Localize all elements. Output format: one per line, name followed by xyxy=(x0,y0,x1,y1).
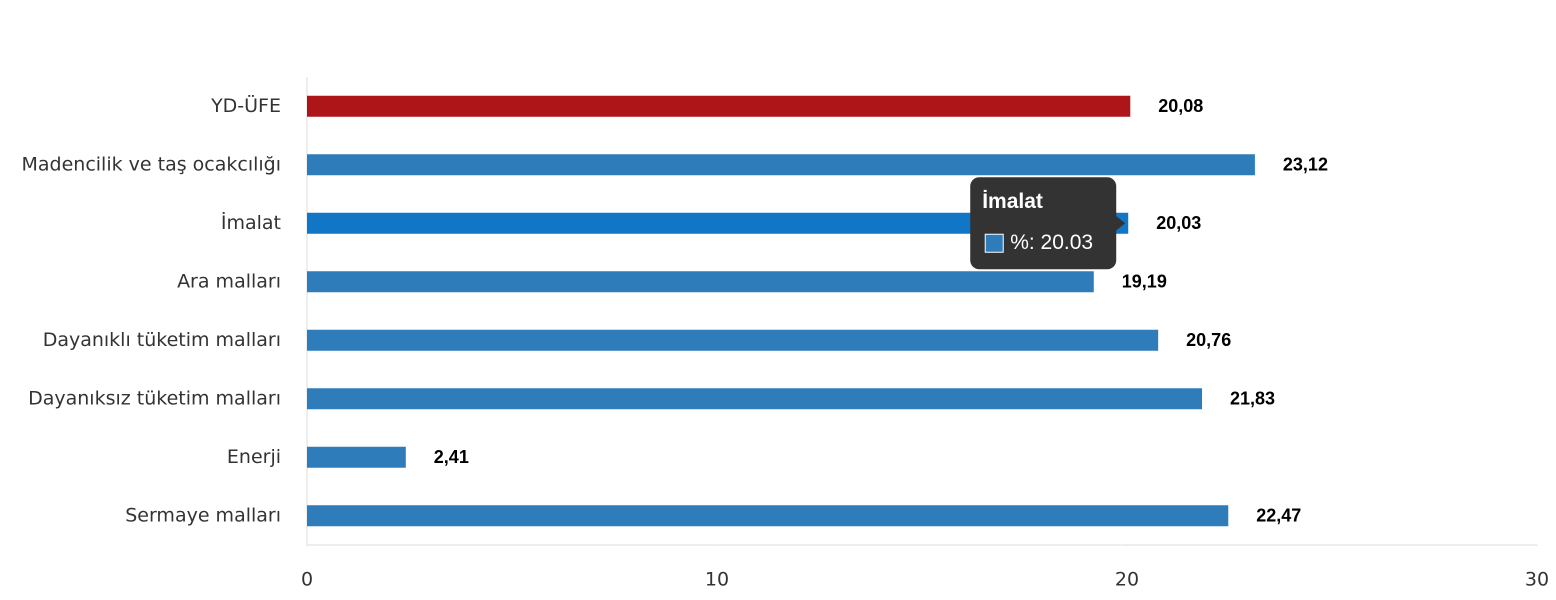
value-label: 20,08 xyxy=(1158,96,1203,116)
x-tick-label: 10 xyxy=(705,569,729,591)
category-label: Ara malları xyxy=(177,270,281,292)
category-label: Enerji xyxy=(227,446,281,468)
tooltip-swatch xyxy=(984,233,1004,253)
value-label: 23,12 xyxy=(1283,155,1328,175)
bar xyxy=(307,329,1159,351)
tooltip-text: %: 20.03 xyxy=(1010,231,1093,254)
x-tick-label: 0 xyxy=(301,569,313,591)
bar xyxy=(307,388,1203,410)
tooltip-box xyxy=(970,177,1117,270)
category-label: Dayanıklı tüketim malları xyxy=(43,329,281,351)
category-label: Dayanıksız tüketim malları xyxy=(28,387,281,409)
value-label: 22,47 xyxy=(1256,506,1301,526)
tooltip-arrow xyxy=(1115,215,1126,232)
bar xyxy=(307,212,1129,234)
x-tick-label: 20 xyxy=(1115,569,1139,591)
value-label: 21,83 xyxy=(1230,389,1275,409)
value-label: 2,41 xyxy=(434,447,469,467)
bar xyxy=(307,446,406,468)
category-label: İmalat xyxy=(221,211,281,234)
bar xyxy=(307,95,1131,117)
bar xyxy=(307,505,1229,527)
tooltip-title: İmalat xyxy=(982,190,1043,213)
value-label: 20,76 xyxy=(1186,330,1231,350)
x-tick-label: 30 xyxy=(1525,569,1549,591)
category-label: Madencilik ve taş ocakcılığı xyxy=(22,153,282,175)
bar xyxy=(307,154,1255,176)
bar xyxy=(307,271,1094,293)
value-label: 19,19 xyxy=(1122,272,1167,292)
value-label: 20,03 xyxy=(1156,213,1201,233)
category-label: Sermaye malları xyxy=(125,504,281,526)
category-label: YD-ÜFE xyxy=(210,94,281,117)
tooltip: İmalat %: 20.03 xyxy=(970,177,1126,270)
